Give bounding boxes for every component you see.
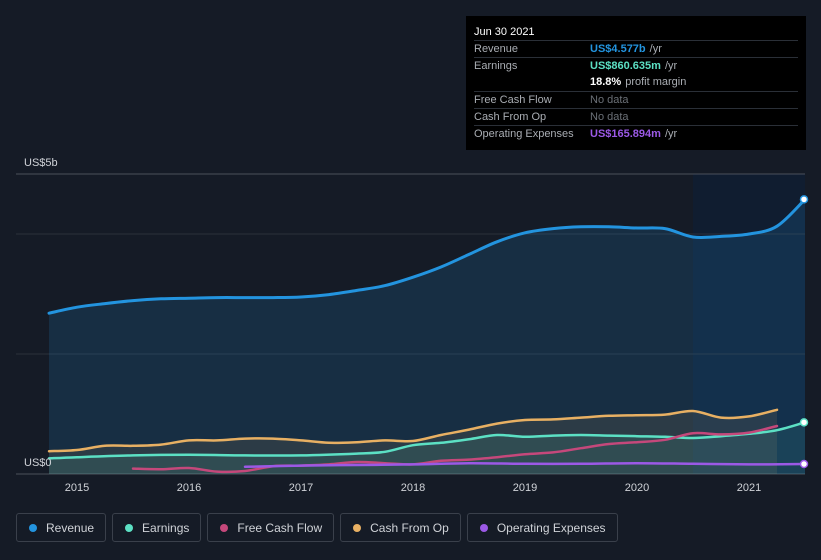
legend-dot-icon — [125, 523, 134, 532]
earnings-endpoint — [799, 418, 809, 427]
legend-label: Earnings — [142, 520, 190, 535]
x-tick-label: 2021 — [737, 482, 761, 494]
tooltip-panel: Jun 30 2021 Revenue US$4.577b/yr Earnings U… — [466, 16, 806, 150]
earnings-line — [47, 421, 807, 460]
tooltip-row-label: Operating Expenses — [474, 128, 574, 140]
tooltip-row: Earnings US$860.635m/yr — [474, 57, 798, 74]
x-tick-label: 2015 — [65, 482, 89, 494]
legend-dot-icon — [220, 523, 229, 532]
series-endpoints — [799, 195, 809, 469]
earnings-area — [49, 422, 805, 474]
tooltip-row: 18.8% profit margin — [474, 74, 798, 91]
y-axis-zero-label: US$0 — [24, 457, 52, 469]
tooltip-row-value: US$4.577b — [590, 43, 646, 55]
legend-label: Revenue — [46, 520, 95, 535]
tooltip-row-value: US$860.635m — [590, 60, 661, 72]
tooltip-row-label: Cash From Op — [474, 111, 547, 123]
legend-label: Free Cash Flow — [237, 520, 323, 535]
tooltip-row: Cash From Op No data — [474, 108, 798, 125]
tooltip-row-unit: /yr — [649, 43, 662, 55]
tooltip-row-unit: /yr — [664, 60, 678, 72]
legend-dot-icon — [479, 523, 488, 532]
cash-from-op-line — [47, 408, 779, 453]
revenue-endpoint — [799, 195, 809, 204]
legend-item-cash-from-op[interactable]: Cash From Op — [340, 513, 461, 542]
x-tick-label: 2017 — [289, 482, 313, 494]
free-cash-flow-line — [131, 424, 779, 474]
legend-label: Operating Expenses — [496, 520, 606, 535]
tooltip-row-value: 18.8% — [590, 76, 622, 88]
financial-chart: US$5b US$0 2015 2016 2017 2018 2019 2020 2021 — [16, 157, 809, 494]
legend-item-operating-expenses[interactable]: Operating Expenses — [466, 513, 618, 542]
future-highlight-region — [693, 174, 805, 474]
operating-expenses-line — [243, 461, 807, 469]
tooltip-row-label: Earnings — [474, 60, 518, 72]
x-axis-ticks: 2015 2016 2017 2018 2019 2020 2021 — [65, 482, 761, 494]
tooltip-row-label — [474, 74, 590, 91]
operating-expenses-endpoint — [799, 459, 809, 469]
revenue-area — [49, 199, 805, 474]
legend-item-free-cash-flow[interactable]: Free Cash Flow — [207, 513, 335, 542]
series-lines — [47, 197, 807, 474]
tooltip-row: Free Cash Flow No data — [474, 91, 798, 108]
legend-dot-icon — [29, 523, 37, 532]
tooltip-row-label: Free Cash Flow — [474, 94, 552, 106]
chart-legend: Revenue Earnings Free Cash Flow Cash From O… — [16, 513, 618, 542]
x-tick-label: 2019 — [513, 482, 537, 494]
gridlines — [16, 173, 805, 475]
tooltip-date: Jun 30 2021 — [474, 26, 535, 38]
tooltip-rows: Revenue US$4.577b/yr Earnings US$860.635m/y… — [474, 40, 798, 142]
tooltip-row-unit: /yr — [664, 128, 678, 140]
tooltip-row-unit: profit margin — [625, 76, 687, 88]
tooltip-row-value: No data — [590, 111, 629, 123]
x-tick-label: 2016 — [177, 482, 201, 494]
legend-label: Cash From Op — [370, 520, 449, 535]
tooltip-row: Operating Expenses US$165.894m/yr — [474, 125, 798, 142]
revenue-line — [47, 197, 807, 315]
legend-item-revenue[interactable]: Revenue — [16, 513, 107, 542]
x-tick-label: 2018 — [401, 482, 425, 494]
x-tick-label: 2020 — [625, 482, 649, 494]
tooltip-row-value: No data — [590, 94, 629, 106]
legend-dot-icon — [353, 523, 362, 532]
tooltip-row-label: Revenue — [474, 43, 519, 55]
tooltip-row: Revenue US$4.577b/yr — [474, 40, 798, 57]
legend-item-earnings[interactable]: Earnings — [112, 513, 202, 542]
y-axis-max-label: US$5b — [24, 157, 58, 169]
tooltip-row-value: US$165.894m — [590, 128, 661, 140]
